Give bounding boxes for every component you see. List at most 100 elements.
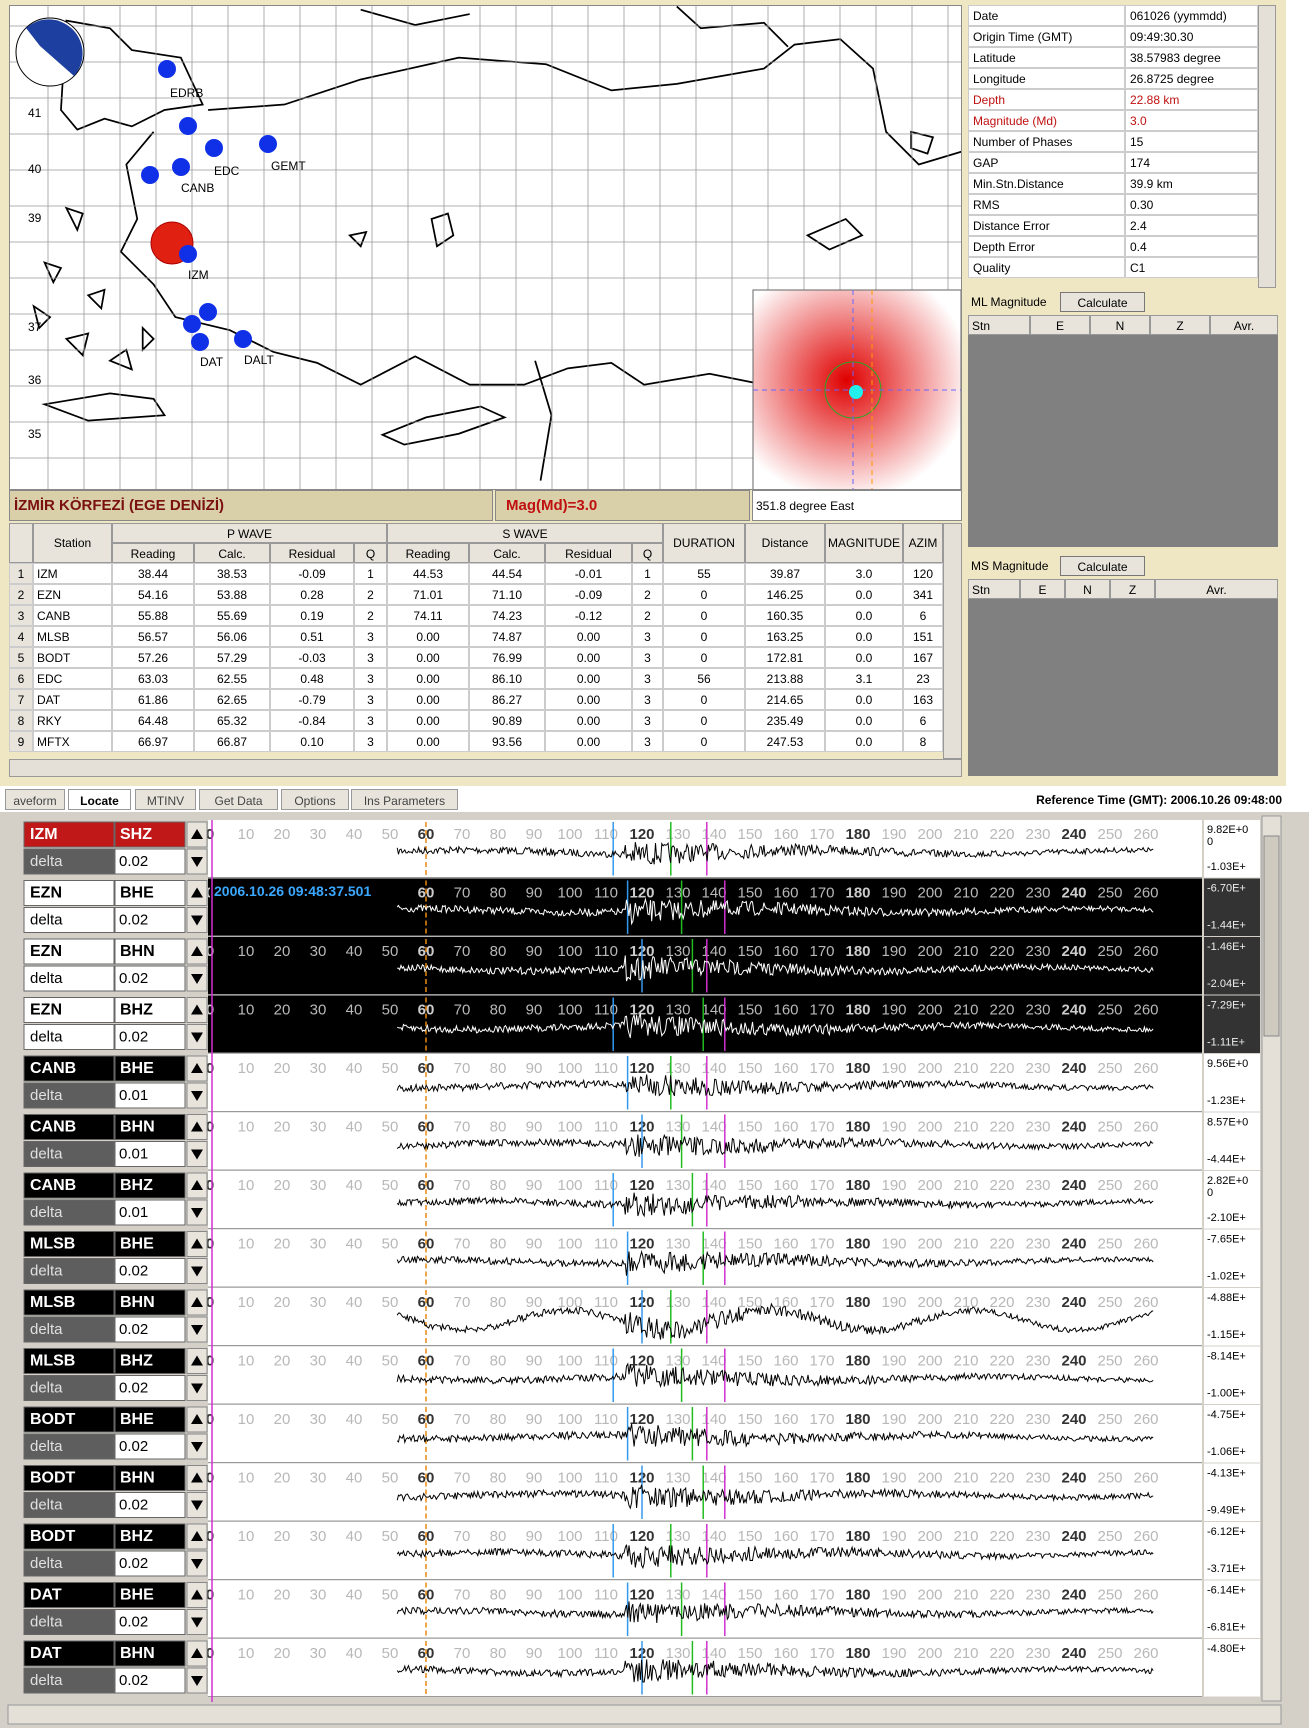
amplitude-max: 9.56E+0 xyxy=(1207,1058,1248,1070)
time-tick-label: 140 xyxy=(701,1235,726,1252)
time-tick-label: 230 xyxy=(1025,1060,1050,1077)
time-tick-label: 240 xyxy=(1061,884,1086,901)
time-tick-label: 110 xyxy=(594,943,618,960)
table-cell: -0.09 xyxy=(270,563,354,584)
time-tick-label: 140 xyxy=(701,1528,726,1545)
time-tick-label: 0 xyxy=(206,1586,214,1603)
time-tick-label: 160 xyxy=(773,1177,798,1194)
calculate-button[interactable]: Calculate xyxy=(1060,556,1145,576)
time-tick-label: 200 xyxy=(917,1177,942,1194)
time-tick-label: 120 xyxy=(629,1235,654,1252)
time-tick-label: 170 xyxy=(809,826,834,843)
delta-value-box xyxy=(114,848,186,875)
amp-box xyxy=(1204,1288,1260,1346)
delta-value-box xyxy=(114,1316,186,1343)
delta-value-box xyxy=(114,1258,186,1284)
tab[interactable]: aveform xyxy=(5,789,65,810)
station-box xyxy=(23,1523,115,1550)
time-tick-label: 50 xyxy=(382,1235,399,1252)
column-header: Stn xyxy=(968,315,1030,335)
delta-label: delta xyxy=(30,1496,63,1513)
time-tick-label: 190 xyxy=(881,1352,906,1369)
info-value: 38.57983 degree xyxy=(1125,47,1258,68)
tab[interactable]: Get Data xyxy=(199,789,278,810)
seismogram xyxy=(396,1302,1154,1340)
scrollbar xyxy=(1261,815,1282,1702)
time-tick-label: 70 xyxy=(454,1060,471,1077)
time-tick-label: 220 xyxy=(989,1469,1014,1486)
table-cell: 0.10 xyxy=(270,731,354,752)
amplitude-max: -7.29E+ xyxy=(1207,999,1246,1011)
time-tick-label: 250 xyxy=(1097,1235,1122,1252)
table-cell: 55 xyxy=(663,563,745,584)
table-cell: BODT xyxy=(33,647,112,668)
amplitude-max: -4.13E+ xyxy=(1207,1467,1246,1479)
station-marker xyxy=(179,245,197,263)
time-tick-label: 250 xyxy=(1097,1645,1122,1662)
time-tick-label: 90 xyxy=(526,1352,543,1369)
info-value: 26.8725 degree xyxy=(1125,68,1258,89)
time-tick-label: 260 xyxy=(1133,1352,1158,1369)
table-cell: 213.88 xyxy=(745,668,825,689)
delta-value-box xyxy=(114,1082,186,1109)
table-cell: -0.79 xyxy=(270,689,354,710)
info-value: 2.4 xyxy=(1125,215,1258,236)
calculate-button[interactable]: Calculate xyxy=(1060,292,1145,312)
time-tick-label: 140 xyxy=(701,1411,726,1428)
table-cell: 0.0 xyxy=(825,647,903,668)
table-cell: 0 xyxy=(663,605,745,626)
table-cell: 0 xyxy=(663,647,745,668)
time-tick-label: 140 xyxy=(701,884,726,901)
seismogram xyxy=(396,1362,1154,1389)
tab[interactable]: Options xyxy=(281,789,349,810)
tab[interactable]: Ins Parameters xyxy=(351,789,458,810)
table-cell: 3.0 xyxy=(825,563,903,584)
time-tick-label: 0 xyxy=(206,1528,214,1545)
time-tick-label: 30 xyxy=(310,1352,327,1369)
time-tick-label: 200 xyxy=(917,1294,942,1311)
table-cell: 2 xyxy=(632,584,663,605)
scrollbar xyxy=(7,1704,1282,1725)
time-tick-label: 160 xyxy=(773,1586,798,1603)
spin-arrow xyxy=(191,857,203,867)
spin-arrow xyxy=(191,1032,203,1043)
amplitude-min: -1.06E+ xyxy=(1207,1446,1246,1458)
azimuth: 351.8 degree East xyxy=(752,490,962,521)
time-tick-label: 10 xyxy=(238,1469,255,1486)
time-tick-label: 210 xyxy=(953,943,978,960)
table-cell: 6 xyxy=(903,710,943,731)
table-cell: -0.84 xyxy=(270,710,354,731)
row-number: 6 xyxy=(9,668,33,689)
time-tick-label: 170 xyxy=(809,1177,834,1194)
timestamp-bg xyxy=(210,882,410,903)
time-tick-label: 230 xyxy=(1025,1294,1050,1311)
time-tick-label: 30 xyxy=(310,1118,327,1135)
tab[interactable]: MTINV xyxy=(135,789,196,810)
time-tick-label: 10 xyxy=(238,1352,255,1369)
time-tick-label: 0 xyxy=(206,1060,214,1077)
table-cell: 74.23 xyxy=(469,605,545,626)
info-value: 39.9 km xyxy=(1125,173,1258,194)
station-marker xyxy=(259,135,277,153)
time-tick-label: 180 xyxy=(845,1294,870,1311)
delta-value: 0.01 xyxy=(119,1145,148,1162)
time-tick-label: 240 xyxy=(1061,826,1086,843)
time-tick-label: 130 xyxy=(665,1528,690,1545)
time-tick-label: 110 xyxy=(594,1118,618,1135)
table-cell: 0.00 xyxy=(387,731,469,752)
time-tick-label: 190 xyxy=(881,884,906,901)
time-tick-label: 160 xyxy=(773,1645,798,1662)
table-cell: 38.44 xyxy=(112,563,194,584)
amp-box xyxy=(1204,1346,1260,1404)
time-tick-label: 20 xyxy=(274,943,291,960)
spin-arrow xyxy=(191,1208,203,1218)
info-key: Quality xyxy=(968,257,1125,278)
delta-value: 0.02 xyxy=(119,1613,148,1630)
map: 41 40 39 37 36 35 EDRB EDC GEMT CANB IZM DAT DALT xyxy=(9,5,962,490)
amplitude-max: -6.14E+ xyxy=(1207,1584,1246,1596)
time-tick-label: 30 xyxy=(310,943,327,960)
time-tick-label: 120 xyxy=(629,1528,654,1545)
tab[interactable]: Locate xyxy=(68,789,131,810)
delta-value-box xyxy=(114,1141,186,1167)
table-cell: 39.87 xyxy=(745,563,825,584)
